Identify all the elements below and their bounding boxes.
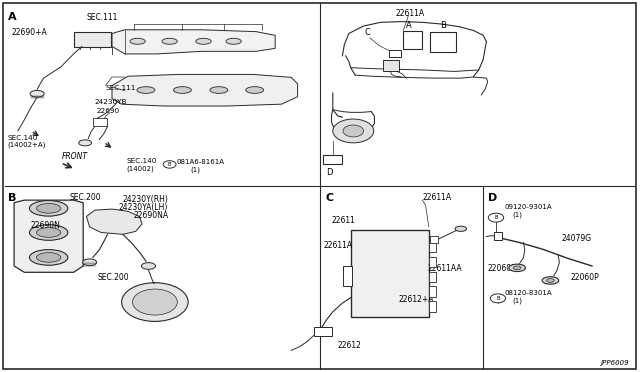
Bar [403, 31, 422, 49]
Ellipse shape [226, 38, 241, 44]
Polygon shape [14, 200, 83, 272]
Text: 22060P: 22060P [488, 264, 516, 273]
Bar [430, 236, 438, 243]
Ellipse shape [30, 90, 44, 97]
Circle shape [343, 125, 364, 137]
Text: D: D [326, 168, 333, 177]
Text: 24230Y(RH): 24230Y(RH) [123, 195, 169, 203]
Text: A: A [406, 21, 411, 30]
Text: D: D [488, 193, 497, 203]
Bar [93, 118, 107, 126]
Text: (1): (1) [512, 212, 522, 218]
Text: 22612+A: 22612+A [398, 295, 433, 304]
Circle shape [333, 119, 374, 143]
Ellipse shape [455, 226, 467, 231]
Text: (1): (1) [191, 167, 201, 173]
Circle shape [132, 289, 177, 315]
Ellipse shape [141, 263, 156, 269]
Bar [429, 272, 436, 282]
Text: A: A [8, 12, 16, 22]
Circle shape [163, 161, 176, 168]
Circle shape [488, 213, 504, 222]
Text: SEC.140: SEC.140 [127, 158, 157, 164]
Ellipse shape [36, 203, 61, 213]
Text: 22612: 22612 [338, 341, 362, 350]
Ellipse shape [547, 279, 554, 282]
Text: SEC.140: SEC.140 [8, 135, 38, 141]
Bar [323, 155, 342, 164]
Text: C: C [364, 28, 371, 37]
Ellipse shape [130, 38, 145, 44]
Text: SEC.200: SEC.200 [69, 193, 100, 202]
Ellipse shape [79, 140, 92, 146]
Text: FRONT: FRONT [62, 152, 88, 161]
Text: B: B [8, 193, 16, 203]
Bar [429, 257, 436, 267]
Polygon shape [112, 74, 298, 106]
Text: 22690NA: 22690NA [133, 211, 168, 219]
Ellipse shape [29, 201, 68, 216]
Bar [314, 327, 332, 336]
Ellipse shape [162, 38, 177, 44]
Circle shape [490, 294, 506, 303]
Polygon shape [112, 30, 275, 54]
Ellipse shape [513, 266, 521, 270]
Circle shape [122, 283, 188, 321]
Text: B: B [440, 21, 446, 30]
Bar [383, 60, 399, 71]
Text: (14002+A): (14002+A) [8, 142, 46, 148]
Bar [343, 266, 352, 286]
Text: 08120-8301A: 08120-8301A [504, 290, 552, 296]
Text: 22690+A: 22690+A [12, 28, 47, 37]
Text: C: C [325, 193, 333, 203]
Bar [430, 32, 456, 52]
Text: 22611AA: 22611AA [428, 264, 462, 273]
Bar [429, 286, 436, 297]
Text: 081A6-8161A: 081A6-8161A [177, 160, 225, 166]
Text: 24230YA(LH): 24230YA(LH) [118, 203, 168, 212]
Ellipse shape [36, 228, 61, 237]
Text: 22611A: 22611A [323, 241, 353, 250]
Text: B: B [494, 215, 498, 220]
Text: SEC.111: SEC.111 [86, 13, 118, 22]
Text: SEC.200: SEC.200 [97, 273, 129, 282]
Bar [429, 242, 436, 252]
Text: 09120-9301A: 09120-9301A [504, 204, 552, 210]
Ellipse shape [173, 87, 191, 93]
Ellipse shape [83, 259, 97, 266]
Ellipse shape [29, 250, 68, 265]
Text: 24230YB: 24230YB [95, 99, 127, 105]
Text: B: B [168, 162, 172, 167]
Text: 22611: 22611 [332, 216, 355, 225]
Text: SEC.111: SEC.111 [106, 85, 136, 91]
Text: 22060P: 22060P [571, 273, 600, 282]
Ellipse shape [509, 264, 525, 272]
Bar [494, 232, 502, 240]
Bar [429, 301, 436, 312]
Bar [74, 32, 111, 46]
Text: 22611A: 22611A [422, 193, 452, 202]
Text: (14002): (14002) [127, 166, 154, 172]
Ellipse shape [210, 87, 228, 93]
Text: 22690: 22690 [96, 108, 119, 114]
Bar [389, 50, 401, 57]
Polygon shape [86, 209, 142, 234]
Text: 22611A: 22611A [396, 9, 425, 17]
Text: 24079G: 24079G [562, 234, 592, 243]
Text: (1): (1) [512, 297, 522, 304]
Text: JPP6009: JPP6009 [600, 360, 628, 366]
Ellipse shape [36, 253, 61, 262]
Ellipse shape [246, 87, 264, 93]
Ellipse shape [29, 225, 68, 240]
Text: B: B [496, 296, 500, 301]
Ellipse shape [196, 38, 211, 44]
Ellipse shape [137, 87, 155, 93]
Text: 22690N: 22690N [31, 221, 61, 230]
Ellipse shape [542, 277, 559, 284]
Bar [351, 230, 429, 317]
